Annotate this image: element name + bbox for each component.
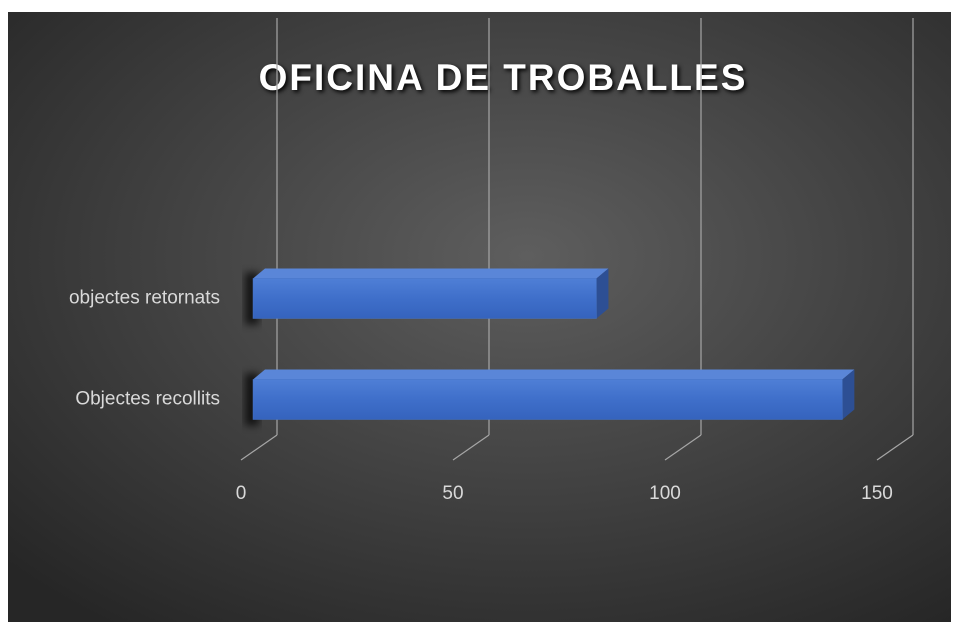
bar-end (596, 268, 609, 319)
bar-front (252, 278, 597, 319)
floor-line (664, 434, 702, 461)
floor-line (876, 434, 914, 461)
floor-line (240, 434, 278, 461)
chart-title: OFICINA DE TROBALLES (259, 57, 748, 98)
x-tick-label: 0 (236, 483, 247, 504)
x-tick-label: 150 (861, 483, 893, 504)
bar-top (253, 369, 855, 380)
y-tick-label: objectes retornats (69, 288, 220, 309)
bar-end (842, 369, 855, 420)
x-tick-label: 50 (442, 483, 463, 504)
bar-front (252, 379, 843, 420)
y-tick-label: Objectes recollits (75, 389, 220, 410)
floor-line (452, 434, 490, 461)
bar-top (253, 268, 609, 279)
bar (252, 268, 609, 319)
bar (252, 369, 855, 420)
x-tick-label: 100 (649, 483, 681, 504)
